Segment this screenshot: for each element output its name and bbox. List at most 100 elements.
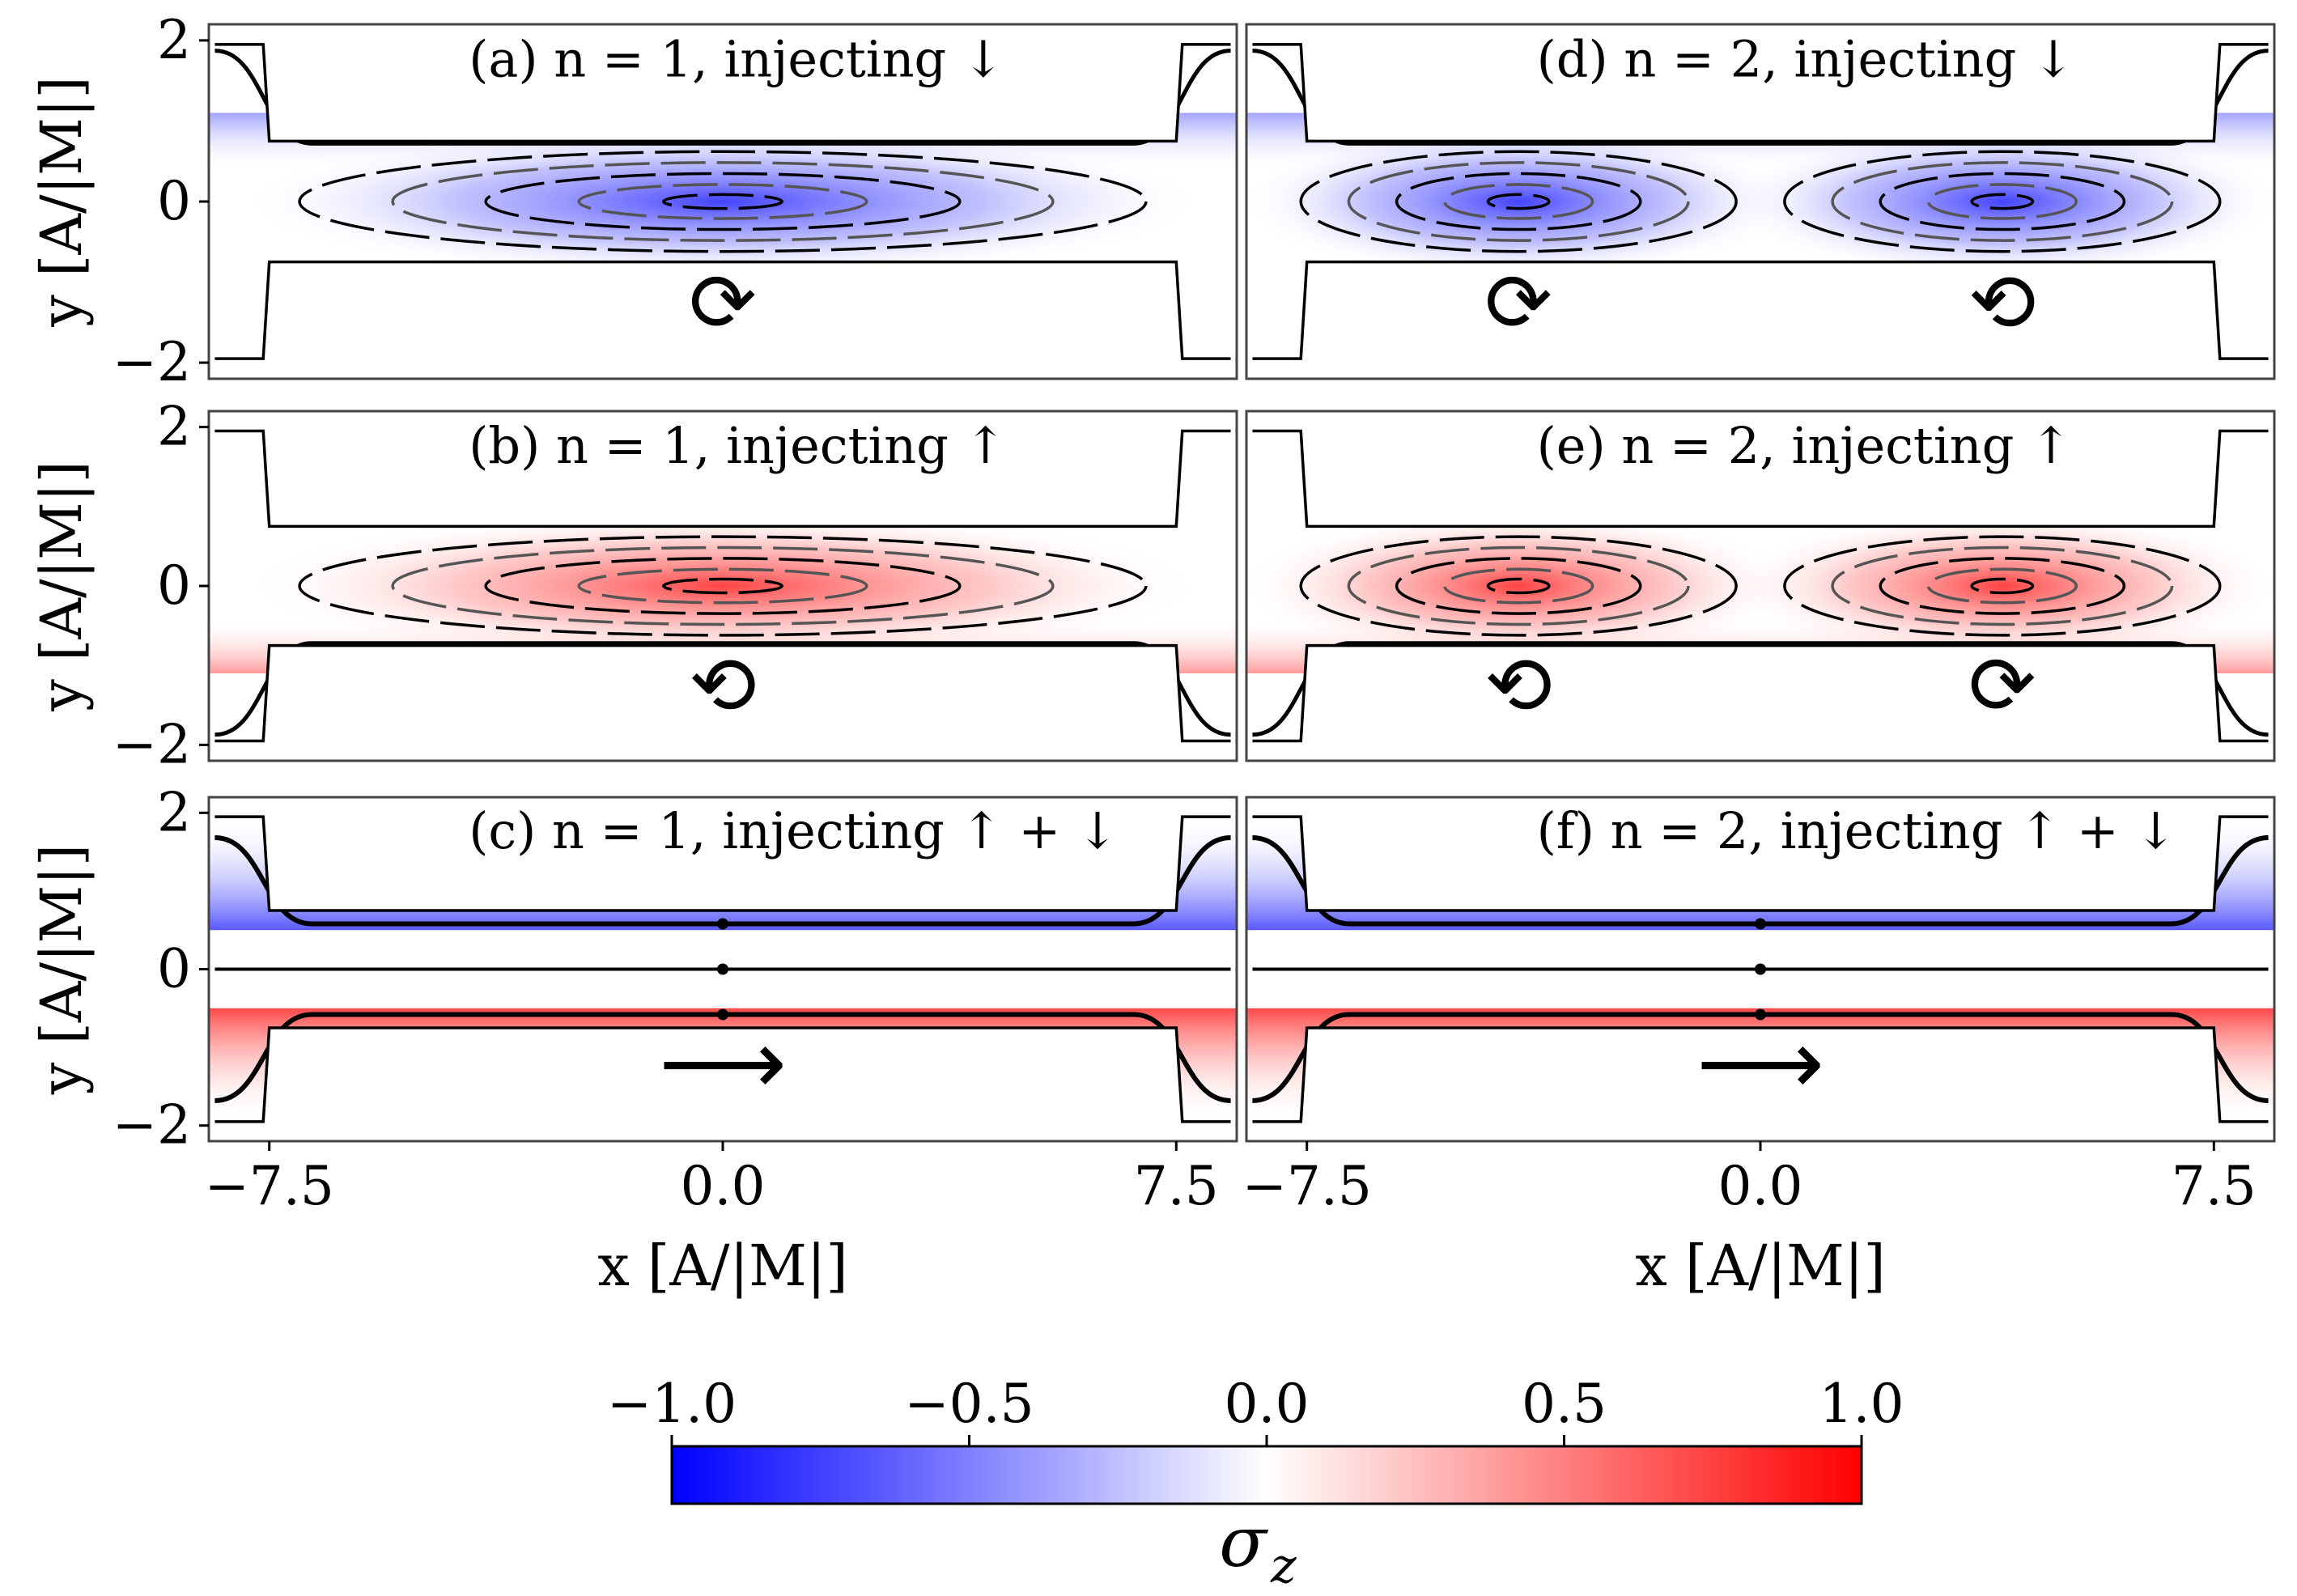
panel-label: (c) n = 1, injecting ↑ + ↓ <box>469 801 1119 860</box>
colorbar-ticks: −1.0 −0.5 0.0 0.5 1.0 <box>607 1373 1904 1446</box>
rotation-direction-icon: ⟳ <box>1484 255 1552 350</box>
panel-f-plot <box>1246 797 2274 1141</box>
x-axis-label: x [A/|M|] <box>597 1233 847 1299</box>
obstacle-bottom <box>1301 645 2220 761</box>
panels-layer: (a) n = 1, injecting ↓ ⟳ (b) n = 1, inject… <box>207 23 2276 1143</box>
panel-label: (a) n = 1, injecting ↓ <box>469 30 1004 89</box>
axes-layer: 2 0 −2 y [A/|M|] 2 0 −2 y [A/|M|] 2 0 −2 y [A/|M|] −… <box>28 9 2257 1299</box>
streamline <box>484 172 962 231</box>
streamline <box>1970 193 2035 210</box>
y-axis-label: y [A/|M|] <box>28 76 95 327</box>
obstacle-bottom <box>1301 1027 2220 1141</box>
rotation-direction-icon: ⟳ <box>689 255 757 350</box>
streamline <box>298 535 1148 637</box>
colorbar-tick-label: 0.5 <box>1522 1373 1607 1435</box>
colorbar-tick-label: 1.0 <box>1819 1373 1904 1435</box>
streamline <box>1252 641 2269 737</box>
panel-a: (a) n = 1, injecting ↓ ⟳ <box>207 23 1238 380</box>
rotation-direction-icon: ⟳ <box>1968 639 2036 733</box>
streamline <box>1299 535 1738 637</box>
streamline <box>1347 545 1690 626</box>
streamline <box>1879 172 2126 231</box>
colorbar-tick-label: 0.0 <box>1225 1373 1310 1435</box>
obstacle-bottom <box>263 1027 1182 1141</box>
streamline <box>484 557 962 615</box>
colorbar: −1.0 −0.5 0.0 0.5 1.0 σ z <box>607 1373 1904 1594</box>
x-tick-label: −7.5 <box>205 1155 334 1217</box>
panel-b: (b) n = 1, injecting ↑ ⟲ <box>207 410 1238 762</box>
panel-frame <box>1245 410 2276 762</box>
colorbar-title-subscript: z <box>1270 1538 1297 1594</box>
streamline <box>298 150 1148 253</box>
obstacle-top <box>263 797 1182 911</box>
streamline <box>1926 567 2078 605</box>
y-tick-label: −2 <box>113 1094 191 1157</box>
boundary-top <box>1252 43 2269 143</box>
y-tick-label: −2 <box>113 713 191 775</box>
boundary-top <box>1252 815 2269 912</box>
streamline <box>1831 161 2174 242</box>
panel-f: (f) n = 2, injecting ↑ + ↓ ⟶ <box>1245 796 2276 1143</box>
panel-e-plot <box>1246 411 2274 761</box>
x-tick-label: 0.0 <box>681 1155 766 1217</box>
boundary-top <box>214 815 1231 912</box>
obstacle-top <box>263 24 1182 142</box>
colorbar-gradient <box>670 1445 1863 1505</box>
obstacle-top <box>1301 797 2220 911</box>
streamline <box>391 545 1055 626</box>
streamline <box>662 193 783 210</box>
rotation-direction-icon: ⟲ <box>1484 639 1552 733</box>
y-tick-label: 2 <box>157 9 191 71</box>
streamline <box>1395 172 1642 231</box>
streamline-arrowhead <box>717 918 728 930</box>
boundary-top <box>214 429 1231 528</box>
flow-direction-icon: ⟶ <box>1696 1011 1824 1114</box>
streamline <box>1442 567 1594 605</box>
streamline-arrowhead <box>1755 963 1766 975</box>
obstacle-bottom <box>1301 261 2220 379</box>
obstacle-top <box>1301 24 2220 142</box>
streamline <box>1486 193 1551 210</box>
boundary-top <box>214 43 1231 143</box>
streamline <box>577 183 868 220</box>
panel-label: (e) n = 2, injecting ↑ <box>1537 416 2072 475</box>
boundary-bottom <box>214 1026 1231 1123</box>
boundary-top <box>1252 429 2269 528</box>
streamline <box>1831 545 2174 626</box>
panel-a-plot <box>209 24 1237 379</box>
streamline <box>1783 535 2222 637</box>
panel-label: (f) n = 2, injecting ↑ + ↓ <box>1537 801 2177 860</box>
y-tick-label: 0 <box>157 938 191 1000</box>
obstacle-bottom <box>263 261 1182 379</box>
rotation-direction-icon: ⟲ <box>1968 255 2036 350</box>
streamline <box>1347 161 1690 242</box>
panel-frame <box>1245 23 2276 380</box>
x-tick-label: 7.5 <box>1134 1155 1219 1217</box>
obstacle-top <box>263 411 1182 527</box>
colorbar-tick-label: −0.5 <box>904 1373 1034 1435</box>
boundary-bottom <box>214 260 1231 360</box>
panel-d: (d) n = 2, injecting ↓ ⟳ ⟲ <box>1245 23 2276 380</box>
boundary-bottom <box>1252 643 2269 743</box>
streamline <box>391 161 1055 242</box>
streamline <box>1879 557 2126 615</box>
streamline <box>1395 557 1642 615</box>
streamline <box>1486 577 1551 595</box>
y-axis-label: y [A/|M|] <box>28 461 95 711</box>
streamline <box>662 577 783 595</box>
x-tick-label: 7.5 <box>2172 1155 2257 1217</box>
streamline <box>1442 183 1594 220</box>
panel-b-plot <box>209 411 1237 761</box>
panel-d-plot <box>1246 24 2274 379</box>
x-tick-label: 0.0 <box>1718 1155 1803 1217</box>
colorbar-title: σ <box>1219 1502 1268 1583</box>
y-tick-label: 0 <box>157 170 191 232</box>
obstacle-bottom <box>263 645 1182 761</box>
streamline-arrowhead <box>1755 1008 1766 1021</box>
y-tick-label: 0 <box>157 554 191 617</box>
y-tick-label: 2 <box>157 396 191 458</box>
panel-c: (c) n = 1, injecting ↑ + ↓ ⟶ <box>207 796 1238 1143</box>
streamline <box>1252 49 2269 146</box>
streamline <box>577 567 868 605</box>
